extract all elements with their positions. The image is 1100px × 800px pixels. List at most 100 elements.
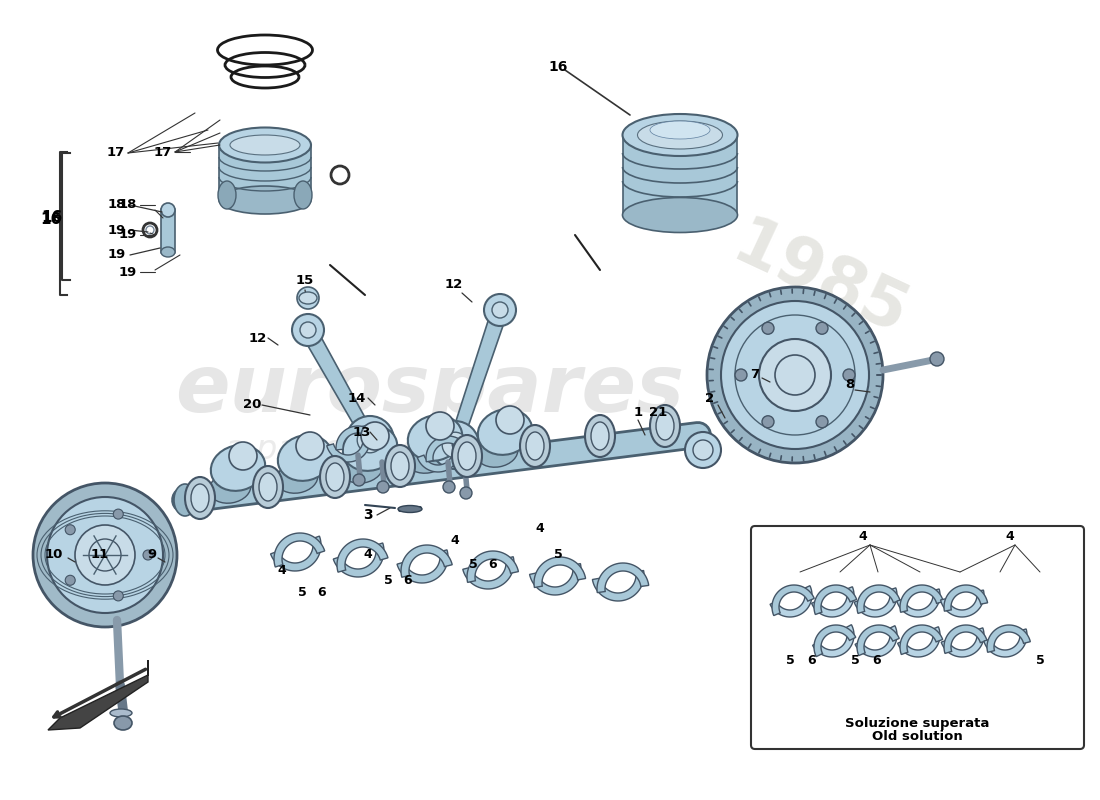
Ellipse shape: [406, 442, 448, 474]
Ellipse shape: [278, 435, 332, 481]
Circle shape: [346, 416, 394, 464]
Ellipse shape: [650, 121, 710, 139]
Polygon shape: [333, 543, 384, 577]
Text: 5: 5: [1035, 654, 1044, 666]
Polygon shape: [417, 442, 460, 472]
Polygon shape: [944, 625, 987, 654]
Ellipse shape: [343, 425, 397, 471]
Text: 6: 6: [488, 558, 497, 571]
Circle shape: [300, 322, 316, 338]
Circle shape: [816, 322, 828, 334]
Ellipse shape: [526, 432, 544, 460]
Polygon shape: [534, 557, 585, 587]
Ellipse shape: [161, 247, 175, 257]
Text: 12: 12: [444, 278, 463, 291]
Text: 13: 13: [353, 426, 371, 438]
Circle shape: [33, 483, 177, 627]
Polygon shape: [940, 590, 984, 617]
Circle shape: [707, 287, 883, 463]
Circle shape: [762, 416, 774, 428]
Circle shape: [762, 322, 774, 334]
Ellipse shape: [218, 181, 236, 209]
Circle shape: [484, 294, 516, 326]
Ellipse shape: [299, 292, 317, 304]
Ellipse shape: [398, 506, 422, 513]
Text: 9: 9: [147, 549, 156, 562]
Text: 16: 16: [42, 210, 63, 225]
Text: 5: 5: [553, 549, 562, 562]
Ellipse shape: [623, 114, 737, 156]
Polygon shape: [336, 426, 380, 450]
Text: 11: 11: [91, 549, 109, 562]
Polygon shape: [337, 539, 388, 572]
Polygon shape: [402, 545, 452, 578]
Ellipse shape: [477, 409, 532, 455]
Ellipse shape: [110, 709, 132, 717]
Polygon shape: [944, 585, 988, 611]
Polygon shape: [529, 563, 581, 595]
Circle shape: [776, 355, 815, 395]
Polygon shape: [900, 625, 943, 654]
Ellipse shape: [219, 127, 311, 162]
Text: Soluzione superata: Soluzione superata: [845, 717, 990, 730]
Polygon shape: [814, 625, 856, 657]
Text: a parts since 1985: a parts since 1985: [226, 434, 535, 466]
PathPatch shape: [623, 135, 737, 215]
Text: 19: 19: [119, 266, 138, 278]
Polygon shape: [597, 563, 649, 593]
Text: 6: 6: [807, 654, 816, 666]
Ellipse shape: [320, 456, 350, 498]
Text: 1985: 1985: [722, 211, 918, 349]
Circle shape: [89, 539, 121, 571]
Text: 6: 6: [404, 574, 412, 586]
Circle shape: [361, 422, 389, 450]
Polygon shape: [449, 307, 507, 447]
Ellipse shape: [390, 452, 409, 480]
Circle shape: [353, 474, 365, 486]
Polygon shape: [983, 629, 1027, 657]
Text: 4: 4: [859, 530, 868, 543]
Text: eurospares: eurospares: [176, 351, 684, 429]
Ellipse shape: [476, 437, 518, 467]
Polygon shape: [48, 660, 148, 730]
Text: 10: 10: [45, 549, 63, 562]
Ellipse shape: [191, 484, 209, 512]
Ellipse shape: [258, 473, 277, 501]
Circle shape: [720, 301, 869, 449]
Circle shape: [65, 575, 75, 586]
Circle shape: [65, 525, 75, 534]
Circle shape: [930, 352, 944, 366]
Circle shape: [843, 369, 855, 381]
Circle shape: [460, 487, 472, 499]
Text: 17: 17: [154, 146, 172, 158]
Text: 4: 4: [451, 534, 460, 546]
Text: 4: 4: [364, 549, 373, 562]
Polygon shape: [463, 557, 514, 589]
Circle shape: [297, 287, 319, 309]
Ellipse shape: [385, 445, 415, 487]
Circle shape: [492, 302, 508, 318]
Circle shape: [693, 440, 713, 460]
Text: 4: 4: [277, 563, 286, 577]
Circle shape: [377, 481, 389, 493]
Ellipse shape: [650, 405, 680, 447]
Polygon shape: [772, 585, 814, 615]
Text: 6: 6: [318, 586, 327, 599]
Circle shape: [442, 432, 468, 458]
Text: 5: 5: [384, 574, 393, 586]
Text: 14: 14: [348, 391, 366, 405]
Ellipse shape: [209, 473, 251, 503]
Polygon shape: [813, 625, 854, 657]
Ellipse shape: [294, 181, 312, 209]
Text: 19: 19: [119, 229, 138, 242]
Circle shape: [292, 314, 324, 346]
Circle shape: [431, 421, 478, 469]
Polygon shape: [301, 326, 375, 443]
Text: 6: 6: [872, 654, 881, 666]
Circle shape: [735, 369, 747, 381]
Text: 18: 18: [119, 198, 138, 211]
Text: 15: 15: [296, 274, 315, 286]
Polygon shape: [900, 585, 944, 612]
Polygon shape: [898, 626, 940, 657]
Text: 16: 16: [548, 60, 568, 74]
